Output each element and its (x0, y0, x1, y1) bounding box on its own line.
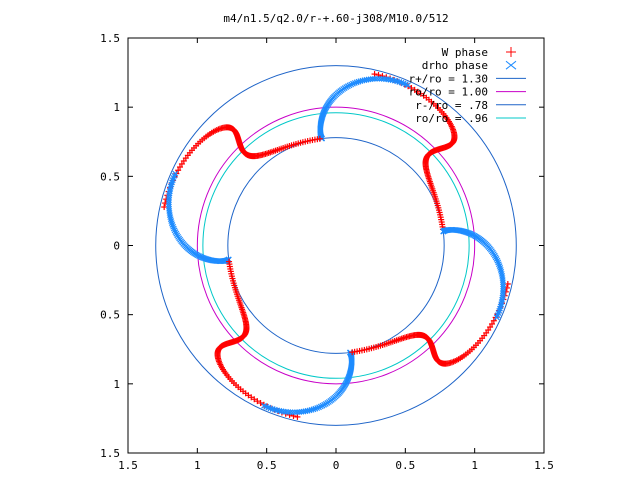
data-points (161, 71, 511, 420)
reference-circles (155, 65, 517, 426)
drho-phase-point (166, 194, 172, 201)
legend-marker (505, 60, 517, 70)
reference-circle (227, 137, 445, 354)
drho-phase-point (500, 288, 506, 294)
drho-phase-point (376, 75, 383, 82)
legend-label: r+/ro = 1.30 (409, 72, 488, 85)
y-tick-label: 1.5 (100, 32, 120, 45)
drho-phase-point (378, 75, 385, 82)
x-tick-label: 1.5 (534, 459, 554, 472)
drho-phase-point (440, 228, 447, 235)
x-tick-label: 0.5 (395, 459, 415, 472)
w-phase-point (408, 85, 415, 92)
legend-label: ro/ro = 1.00 (409, 86, 488, 99)
w-phase-point (411, 86, 418, 93)
w-phase-point (251, 396, 258, 403)
w-phase-point (176, 164, 183, 171)
w-phase-point (161, 204, 168, 211)
drho-phase-point (380, 76, 387, 82)
legend-label: ro/ro = .96 (415, 112, 488, 125)
reference-circle (196, 106, 476, 385)
legend-label: r-/ro = .78 (415, 99, 488, 112)
legend-label: drho phase (422, 59, 488, 72)
x-tick-label: 0.5 (257, 459, 277, 472)
x-tick-label: 1.5 (118, 459, 138, 472)
y-tick-label: 1 (113, 101, 120, 114)
y-tick-label: 1 (113, 378, 120, 391)
w-phase-point (178, 160, 185, 167)
w-phase-point (504, 280, 511, 287)
y-tick-label: 0 (113, 240, 120, 253)
w-phase-point (257, 399, 264, 406)
w-phase-point (294, 413, 301, 420)
y-tick-label: 1.5 (100, 447, 120, 460)
drho-phase-point (285, 409, 292, 415)
x-tick-label: 0 (333, 459, 340, 472)
y-tick-label: 0.5 (100, 309, 120, 322)
drho-phase-point (165, 199, 172, 206)
w-phase-point (175, 167, 182, 174)
w-phase-point (487, 324, 494, 331)
x-tick-label: 1 (194, 459, 201, 472)
drho-phase-point (287, 409, 294, 416)
chart-title: m4/n1.5/q2.0/r-+.60-j308/M10.0/512 (223, 12, 448, 25)
w-phase-point (254, 398, 261, 405)
y-tick-label: 0.5 (100, 170, 120, 183)
drho-phase-point (500, 285, 507, 292)
w-phase-point (371, 71, 378, 78)
reference-circle (155, 65, 517, 426)
legend-label: W phase (442, 46, 488, 59)
reference-circle (202, 112, 470, 379)
w-phase-point (489, 320, 496, 327)
x-tick-label: 1 (471, 459, 478, 472)
w-phase-point (414, 88, 421, 95)
drho-phase-point (500, 290, 506, 297)
drho-phase-point (289, 409, 296, 416)
drho-phase-point (166, 197, 172, 203)
w-phase-point (490, 317, 497, 324)
